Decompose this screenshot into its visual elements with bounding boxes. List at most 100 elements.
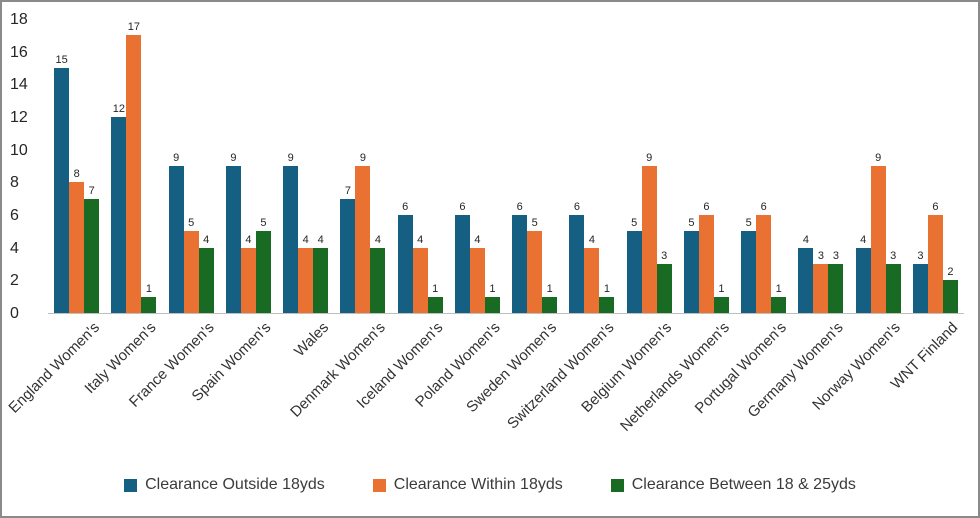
data-label: 12	[112, 103, 125, 115]
bar-group: 5 6 1 Netherlands Women's	[617, 20, 735, 435]
category-label: Wales	[290, 319, 332, 361]
bar	[626, 231, 642, 313]
legend-item-clearance-between-18-25yds: Clearance Between 18 & 25yds	[610, 476, 856, 494]
bar-group: 6 4 1 Iceland Women's	[353, 20, 449, 412]
data-label: 6	[703, 201, 710, 213]
data-label: 3	[917, 250, 924, 262]
bar	[569, 215, 585, 313]
data-label: 8	[73, 168, 80, 181]
data-label: 1	[718, 282, 725, 295]
bar-cluster: 6 4 1	[569, 20, 615, 313]
bar-wrap: 4	[298, 233, 314, 313]
bar-wrap: 6	[512, 201, 528, 313]
y-tick-label: 12	[10, 109, 28, 126]
bar-wrap: 17	[126, 21, 142, 313]
data-label: 3	[817, 250, 824, 262]
legend-swatch-within-18yds	[372, 478, 386, 492]
bar	[656, 264, 672, 313]
bar-wrap: 9	[355, 152, 371, 313]
data-label: 6	[932, 201, 939, 213]
data-label: 9	[646, 152, 653, 164]
bar	[828, 264, 844, 313]
bar	[584, 247, 600, 313]
bar-cluster: 5 9 3	[626, 20, 672, 313]
legend: Clearance Outside 18yds Clearance Within…	[2, 476, 978, 494]
bar	[942, 280, 958, 313]
y-tick-label: 18	[10, 11, 28, 28]
bar-wrap: 3	[813, 250, 829, 313]
bar-wrap: 4	[469, 233, 485, 313]
data-label: 1	[145, 282, 152, 295]
bar-group: 5 9 3 Belgium Women's	[578, 20, 678, 416]
data-label: 4	[203, 233, 210, 246]
bar	[798, 247, 814, 313]
data-label: 4	[860, 233, 867, 246]
bar-wrap: 6	[569, 201, 585, 313]
bar-wrap: 1	[542, 282, 558, 313]
legend-item-clearance-within-18yds: Clearance Within 18yds	[372, 476, 563, 494]
data-label: 6	[573, 201, 580, 213]
bar	[427, 296, 443, 313]
data-label: 4	[474, 233, 481, 246]
bar-wrap: 15	[54, 54, 70, 313]
data-label: 9	[875, 152, 882, 164]
bar-wrap: 7	[84, 184, 100, 313]
bar	[298, 247, 314, 313]
bar	[283, 166, 299, 313]
bar	[756, 215, 772, 313]
bar	[912, 264, 928, 313]
bar-wrap: 1	[713, 282, 729, 313]
bar	[412, 247, 428, 313]
bar-wrap: 4	[240, 233, 256, 313]
legend-swatch-outside-18yds	[124, 478, 138, 492]
data-label: 6	[516, 201, 523, 213]
bar	[141, 296, 157, 313]
bar	[771, 296, 787, 313]
bar-wrap: 2	[942, 266, 958, 313]
data-label: 4	[374, 233, 381, 246]
category-label: Netherlands Women's	[616, 319, 733, 435]
data-label: 9	[173, 152, 180, 164]
bar	[397, 215, 413, 313]
plot-area: 15 8 7 England Women's 12 17 1 Italy Women's 9 5 4…	[5, 20, 964, 435]
bar-wrap: 6	[698, 201, 714, 313]
bar-group: 9 4 4 Wales	[277, 20, 334, 360]
bar	[340, 198, 356, 313]
data-label: 1	[546, 282, 553, 295]
data-label: 4	[588, 233, 595, 246]
category-label: Denmark Women's	[287, 319, 389, 421]
bar	[855, 247, 871, 313]
bar-wrap: 1	[484, 283, 500, 313]
data-label: 7	[88, 184, 95, 197]
data-label: 1	[603, 282, 610, 295]
bar	[698, 215, 714, 313]
y-tick-label: 16	[10, 43, 28, 61]
bar-wrap: 4	[198, 233, 214, 313]
data-label: 1	[775, 282, 782, 295]
bar	[683, 231, 699, 313]
bar-wrap: 5	[527, 217, 543, 313]
data-label: 4	[245, 233, 252, 246]
bar-wrap: 6	[397, 201, 413, 313]
bar-group: 5 6 1 Portugal Women's	[691, 20, 792, 417]
bar	[469, 247, 485, 313]
data-label: 5	[688, 217, 695, 230]
bar-wrap: 3	[656, 250, 672, 313]
data-label: 6	[459, 201, 466, 213]
bar-cluster: 6 4 1	[454, 20, 500, 313]
bar-group: 4 9 3 Norway Women's	[810, 20, 907, 414]
y-tick-label: 4	[10, 239, 19, 257]
data-label: 4	[302, 233, 309, 246]
legend-label-between-18-25yds: Clearance Between 18 & 25yds	[631, 476, 856, 493]
data-label: 17	[127, 21, 140, 34]
data-label: 5	[531, 217, 538, 230]
bar-cluster: 12 17 1	[111, 20, 157, 313]
bar-wrap: 1	[771, 282, 787, 313]
bar-group: 15 8 7 England Women's	[5, 20, 105, 417]
data-label: 1	[432, 282, 439, 295]
